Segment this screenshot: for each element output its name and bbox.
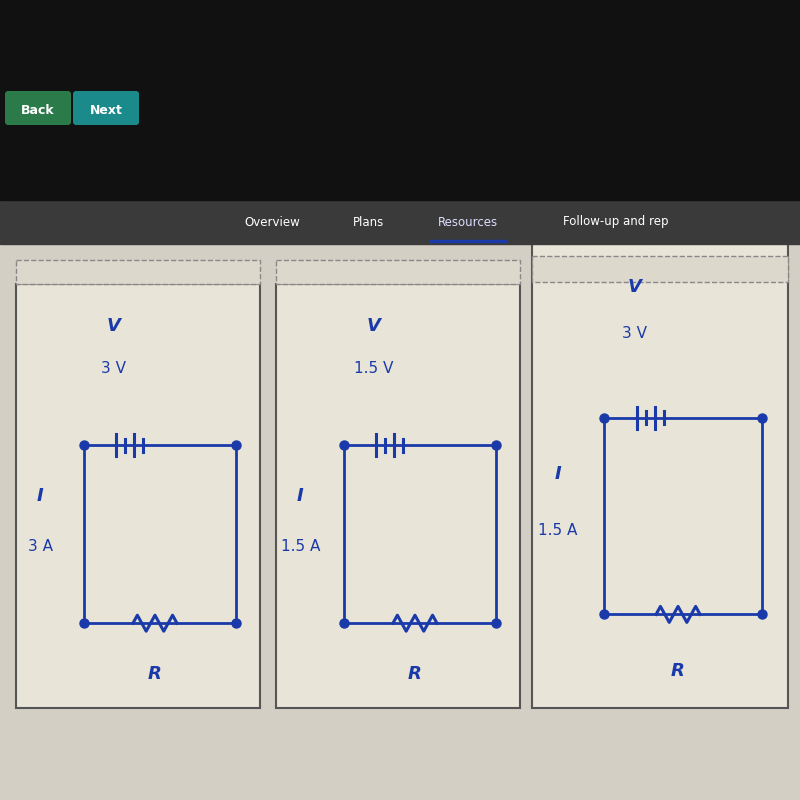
Text: 3 A: 3 A: [28, 539, 53, 554]
Bar: [276, 260, 520, 284]
Text: R: R: [408, 665, 422, 683]
Text: 1.5 A: 1.5 A: [281, 539, 320, 554]
Bar: [16, 284, 260, 708]
Bar: [532, 240, 788, 708]
FancyBboxPatch shape: [5, 91, 71, 125]
Text: Resources: Resources: [438, 215, 498, 229]
Text: I: I: [297, 487, 304, 505]
Text: 1.5 V: 1.5 V: [354, 362, 394, 376]
Bar: [0, 200, 800, 244]
Text: I: I: [554, 465, 561, 483]
FancyBboxPatch shape: [73, 91, 139, 125]
Text: V: V: [366, 318, 381, 335]
Text: Overview: Overview: [244, 215, 300, 229]
Text: R: R: [671, 662, 685, 679]
Text: I: I: [37, 487, 44, 505]
Text: R: R: [148, 665, 162, 683]
Text: Plans: Plans: [352, 215, 384, 229]
Bar: [276, 284, 520, 708]
Bar: [532, 256, 788, 282]
Text: Next: Next: [90, 103, 122, 117]
Text: 3 V: 3 V: [622, 326, 647, 341]
Text: Follow-up and rep: Follow-up and rep: [563, 215, 669, 229]
Text: V: V: [106, 318, 121, 335]
Text: 1.5 A: 1.5 A: [538, 522, 578, 538]
Bar: [16, 260, 260, 284]
Text: 3 V: 3 V: [101, 362, 126, 376]
Text: V: V: [627, 278, 642, 296]
Bar: [0, 0, 800, 200]
Text: Back: Back: [21, 103, 55, 117]
